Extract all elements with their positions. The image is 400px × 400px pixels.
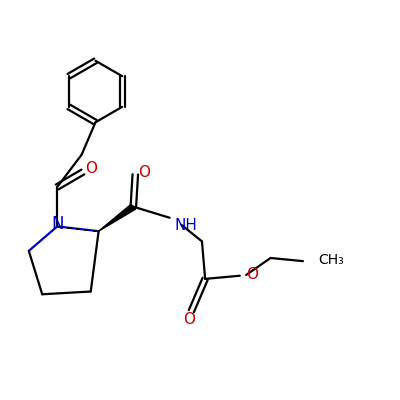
Text: O: O: [138, 165, 150, 180]
Polygon shape: [99, 204, 136, 231]
Text: O: O: [246, 267, 258, 282]
Text: CH₃: CH₃: [318, 252, 344, 266]
Text: N: N: [51, 216, 64, 234]
Text: O: O: [183, 312, 195, 328]
Text: O: O: [86, 161, 98, 176]
Text: NH: NH: [175, 218, 198, 233]
